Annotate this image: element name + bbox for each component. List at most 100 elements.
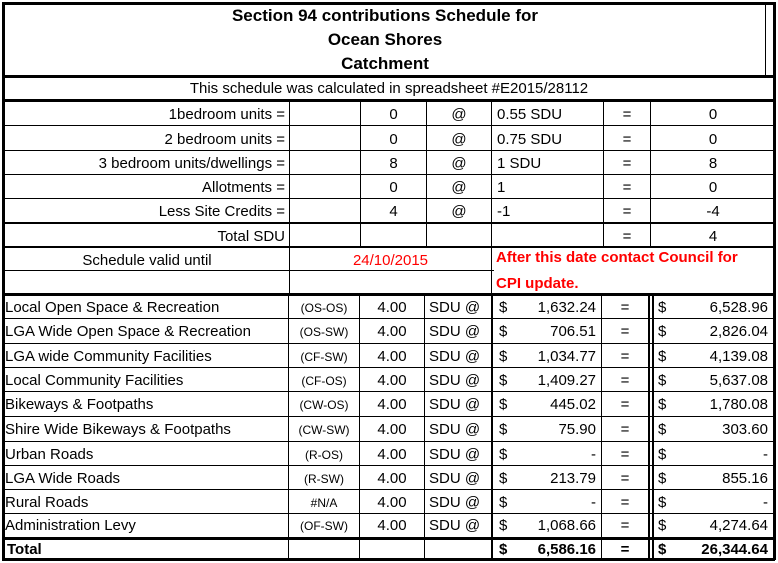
calc-row-result: 8: [708, 155, 718, 172]
calc-row-count: 0: [389, 106, 398, 123]
row-cost-currency: $: [499, 396, 508, 413]
row-name: Administration Levy: [5, 517, 136, 534]
row-amount: 1,780.08: [709, 396, 768, 413]
row-cost: 706.51: [550, 323, 596, 340]
row-qty: 4.00: [377, 494, 407, 511]
row-name: Local Open Space & Recreation: [5, 299, 220, 316]
calc-row-count: 0: [389, 179, 398, 196]
row-amount-currency: $: [658, 446, 667, 463]
calc-row-equals: =: [622, 179, 632, 196]
row-equals: =: [620, 396, 630, 413]
row-amount: 6,528.96: [709, 299, 768, 316]
calc-row-label: Allotments =: [202, 179, 285, 196]
row-unit: SDU @: [429, 421, 481, 438]
row-amount-currency: $: [658, 299, 667, 316]
calc-row-result: 0: [708, 179, 718, 196]
calc-row-equals: =: [622, 203, 632, 220]
row-unit: SDU @: [429, 348, 481, 365]
row-code: (OF-SW): [300, 519, 348, 533]
row-code: (OS-SW): [299, 325, 349, 339]
calc-row-at: @: [451, 203, 467, 220]
row-amount: -: [763, 494, 768, 511]
row-cost: 1,632.24: [537, 299, 596, 316]
row-amount: 5,637.08: [709, 372, 768, 389]
row-cost-currency: $: [499, 470, 508, 487]
row-cost-currency: $: [499, 421, 508, 438]
calc-row-at: @: [451, 106, 467, 123]
row-code: (R-SW): [304, 472, 344, 486]
row-cost-currency: $: [499, 299, 508, 316]
row-unit: SDU @: [429, 517, 481, 534]
calc-row-label: Less Site Credits =: [158, 203, 285, 220]
row-cost-currency: $: [499, 517, 508, 534]
row-name: Urban Roads: [5, 446, 94, 463]
row-unit: SDU @: [429, 470, 481, 487]
row-cost-currency: $: [499, 348, 508, 365]
calc-row-label: 3 bedroom units/dwellings =: [98, 155, 285, 172]
total-sdu-equals: =: [622, 228, 632, 245]
row-equals: =: [620, 372, 630, 389]
row-amount-currency: $: [658, 494, 667, 511]
calc-row-equals: =: [622, 106, 632, 123]
row-name: LGA Wide Roads: [5, 470, 121, 487]
row-cost: -: [591, 446, 596, 463]
row-code: (OS-OS): [300, 301, 348, 315]
row-cost: 1,034.77: [537, 348, 596, 365]
calc-row-rate: 1 SDU: [497, 155, 542, 172]
total-amount-currency: $: [658, 541, 667, 558]
calc-row-at: @: [451, 179, 467, 196]
row-cost: 75.90: [558, 421, 596, 438]
row-cost-currency: $: [499, 494, 508, 511]
row-code: #N/A: [310, 496, 338, 510]
calc-row-equals: =: [622, 131, 632, 148]
row-amount: 2,826.04: [709, 323, 768, 340]
row-code: (CF-OS): [301, 374, 347, 388]
calc-row-count: 4: [389, 203, 398, 220]
title-line-2: Ocean Shores: [327, 30, 443, 49]
calc-row-rate: -1: [497, 203, 511, 220]
calc-row-count: 0: [389, 131, 398, 148]
row-equals: =: [620, 470, 630, 487]
row-name: Rural Roads: [5, 494, 89, 511]
row-qty: 4.00: [377, 396, 407, 413]
row-amount: 4,274.64: [709, 517, 768, 534]
row-qty: 4.00: [377, 348, 407, 365]
row-equals: =: [620, 348, 630, 365]
total-cost-value: 6,586.16: [537, 541, 596, 558]
calc-row-label: 1bedroom units =: [168, 106, 285, 123]
row-code: (CF-SW): [300, 350, 348, 364]
validity-label: Schedule valid until: [82, 252, 212, 269]
row-amount: -: [763, 446, 768, 463]
row-name: Bikeways & Footpaths: [5, 396, 154, 413]
row-qty: 4.00: [377, 299, 407, 316]
total-sdu-label: Total SDU: [217, 228, 285, 245]
row-cost: 445.02: [550, 396, 596, 413]
calc-row-equals: =: [622, 155, 632, 172]
row-amount-currency: $: [658, 372, 667, 389]
row-cost-currency: $: [499, 372, 508, 389]
row-equals: =: [620, 446, 630, 463]
row-name: Shire Wide Bikeways & Footpaths: [5, 421, 231, 438]
row-code: (CW-OS): [299, 398, 349, 412]
row-code: (R-OS): [305, 448, 343, 462]
calc-row-rate: 0.55 SDU: [497, 106, 563, 123]
total-sdu-value: 4: [708, 228, 718, 245]
calc-row-result: 0: [708, 106, 718, 123]
total-equals: =: [620, 541, 630, 558]
row-qty: 4.00: [377, 470, 407, 487]
row-equals: =: [620, 299, 630, 316]
row-unit: SDU @: [429, 299, 481, 316]
row-cost-currency: $: [499, 323, 508, 340]
row-cost: -: [591, 494, 596, 511]
validity-date: 24/10/2015: [352, 252, 429, 269]
row-code: (CW-SW): [298, 423, 350, 437]
row-equals: =: [620, 517, 630, 534]
row-cost: 213.79: [550, 470, 596, 487]
row-qty: 4.00: [377, 323, 407, 340]
row-cost-currency: $: [499, 446, 508, 463]
calc-row-rate: 0.75 SDU: [497, 131, 563, 148]
row-amount-currency: $: [658, 323, 667, 340]
spreadsheet-note: This schedule was calculated in spreadsh…: [189, 80, 589, 97]
total-amount-value: 26,344.64: [701, 541, 768, 558]
